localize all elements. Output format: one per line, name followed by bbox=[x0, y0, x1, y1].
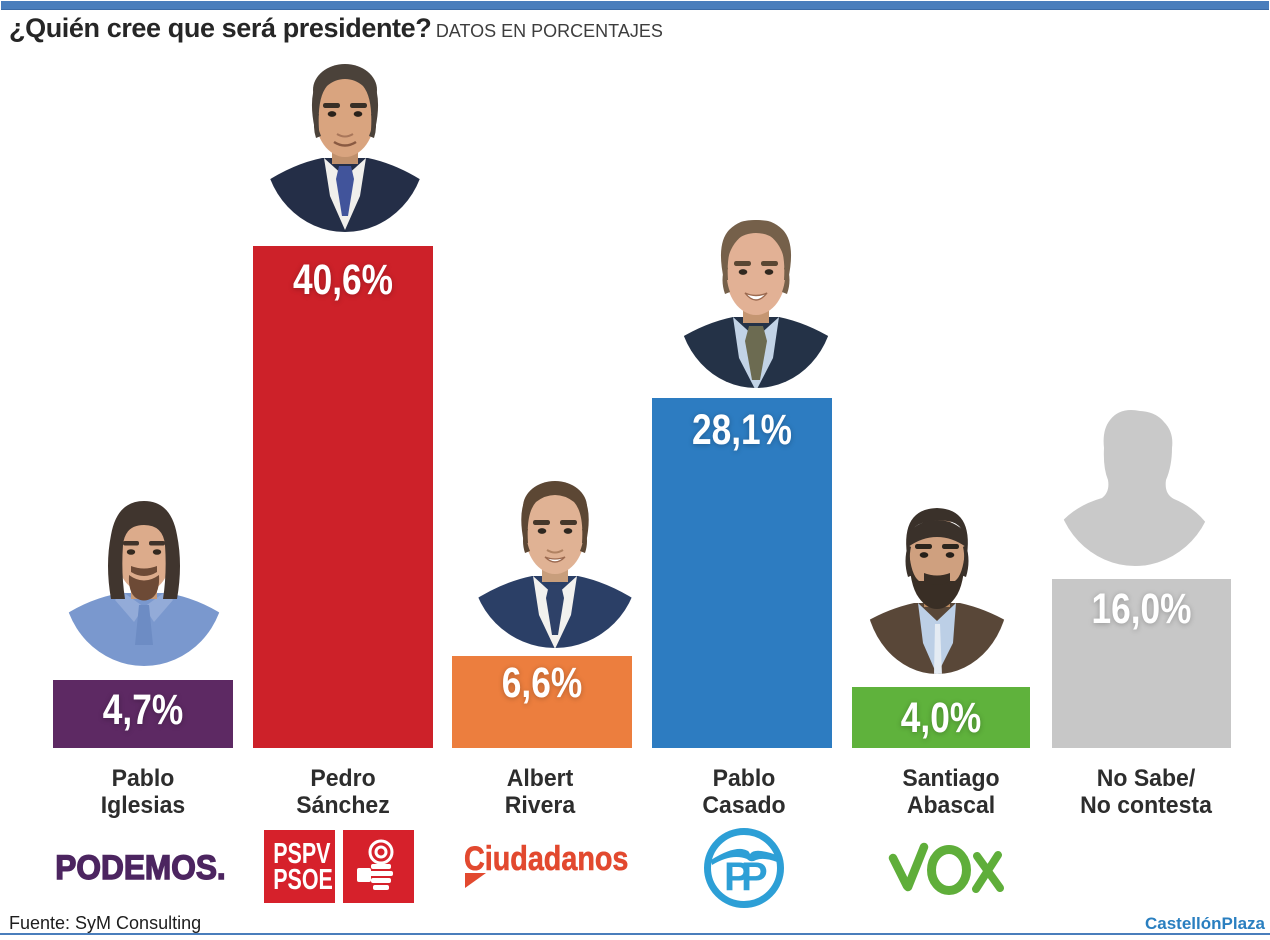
svg-text:P: P bbox=[724, 855, 751, 899]
svg-text:P: P bbox=[741, 855, 768, 899]
